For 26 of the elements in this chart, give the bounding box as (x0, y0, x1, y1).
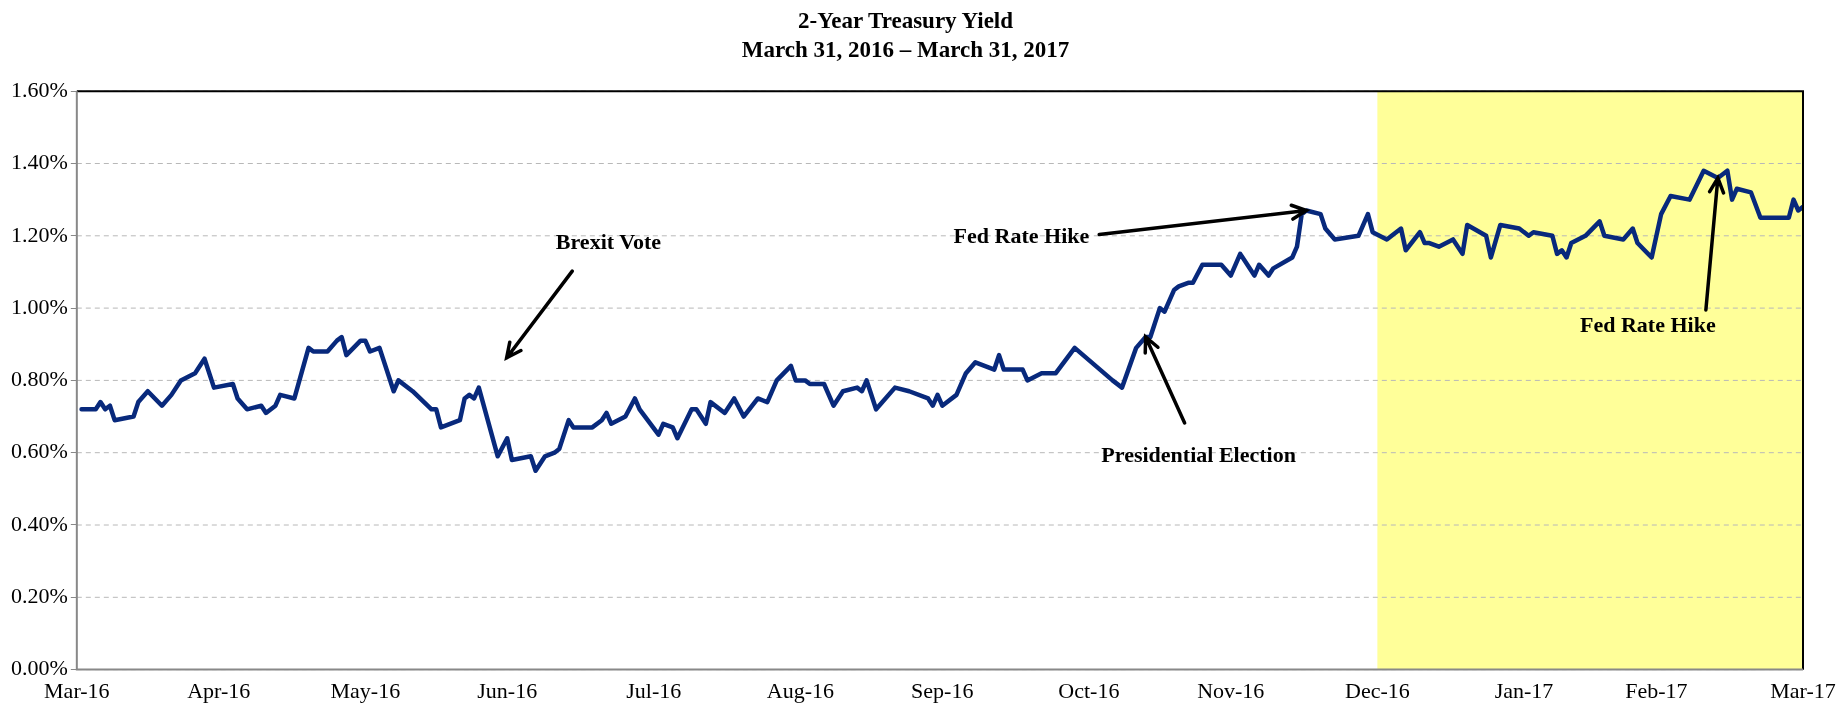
x-tick-label: Mar-17 (1770, 677, 1836, 703)
x-tick-label: Jul-16 (626, 677, 682, 703)
x-tick-label: Jan-17 (1494, 677, 1554, 703)
x-tick-label: May-16 (330, 677, 401, 703)
annotation: Presidential Election (1101, 441, 1296, 467)
y-tick-label: 0.40% (11, 510, 68, 536)
x-tick-label: Aug-16 (766, 677, 835, 703)
y-tick-label: 0.80% (11, 366, 68, 392)
x-tick-label: Dec-16 (1344, 677, 1410, 703)
y-tick-label: 1.00% (11, 293, 68, 319)
y-tick-label: 1.60% (11, 76, 68, 102)
x-tick-label: Apr-16 (187, 677, 251, 703)
chart-title: 2-Year Treasury Yield (797, 7, 1014, 33)
y-tick-label: 0.20% (11, 583, 68, 609)
annotation: Fed Rate Hike (1580, 311, 1716, 337)
y-tick-label: 1.20% (11, 221, 68, 247)
x-tick-label: Jun-16 (477, 677, 538, 703)
y-tick-label: 1.40% (11, 149, 68, 175)
annotation: Brexit Vote (555, 229, 662, 255)
chart-subtitle: March 31, 2016 – March 31, 2017 (741, 37, 1070, 63)
annotation: Fed Rate Hike (953, 223, 1090, 249)
x-tick-label: Sep-16 (911, 677, 974, 703)
x-tick-label: Oct-16 (1058, 677, 1120, 703)
x-tick-label: Nov-16 (1197, 677, 1265, 703)
y-tick-label: 0.60% (11, 438, 68, 464)
x-tick-label: Feb-17 (1625, 677, 1688, 703)
